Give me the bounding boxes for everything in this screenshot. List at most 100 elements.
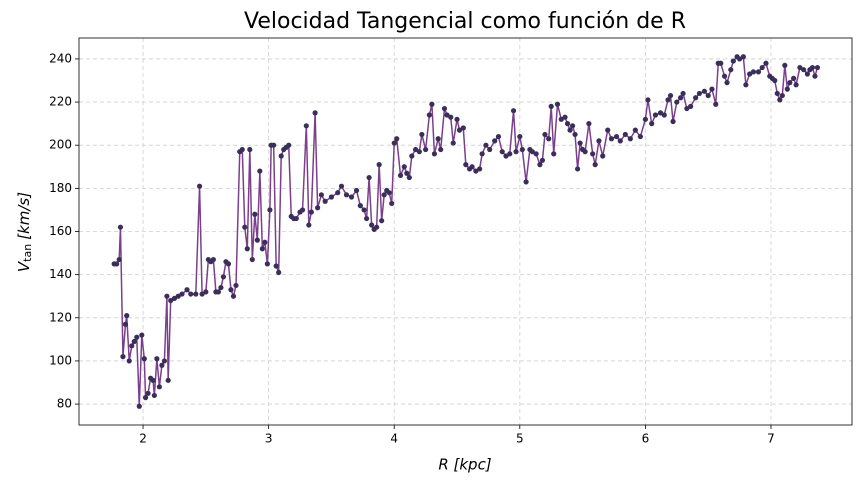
data-point xyxy=(376,162,382,168)
data-point xyxy=(242,224,248,230)
data-point xyxy=(608,136,615,142)
data-point xyxy=(622,131,628,138)
data-point xyxy=(184,287,190,293)
data-point xyxy=(401,164,407,170)
data-point xyxy=(165,377,171,383)
data-point xyxy=(156,384,162,390)
data-line xyxy=(114,55,819,407)
y-tick-label: 160 xyxy=(49,224,72,238)
data-point xyxy=(404,170,410,176)
data-point xyxy=(743,82,749,88)
data-point xyxy=(254,237,260,243)
data-point xyxy=(374,224,380,230)
data-point xyxy=(510,108,517,114)
data-point xyxy=(179,291,185,297)
y-tick-label: 100 xyxy=(49,353,72,367)
data-point xyxy=(416,149,422,155)
data-point xyxy=(787,80,793,86)
data-point xyxy=(617,138,623,144)
data-point xyxy=(605,127,611,133)
data-point xyxy=(264,261,270,267)
data-point xyxy=(499,149,505,155)
data-point xyxy=(129,343,135,349)
data-point xyxy=(366,174,372,181)
data-point xyxy=(460,125,466,131)
data-point xyxy=(322,198,328,204)
x-tick-label: 2 xyxy=(139,432,147,446)
data-point xyxy=(548,103,554,109)
data-point xyxy=(657,110,664,116)
data-point xyxy=(747,71,753,77)
data-point xyxy=(386,190,392,196)
data-point xyxy=(271,142,277,148)
data-point xyxy=(419,131,425,138)
data-point xyxy=(487,146,493,153)
data-point xyxy=(199,291,205,297)
data-point xyxy=(759,64,765,71)
data-point xyxy=(782,62,788,68)
x-tick-label: 3 xyxy=(265,432,273,446)
data-point xyxy=(797,64,803,71)
data-point xyxy=(363,215,370,222)
data-point xyxy=(774,90,780,97)
data-point xyxy=(215,289,222,295)
data-point xyxy=(804,71,811,77)
data-point xyxy=(286,142,292,148)
data-point xyxy=(145,390,151,396)
data-point xyxy=(473,168,479,174)
y-label-unit: [km/s] xyxy=(15,192,33,240)
data-point xyxy=(713,101,719,107)
data-point xyxy=(161,358,168,364)
data-point xyxy=(763,60,769,66)
data-point xyxy=(409,153,415,159)
y-label-subscript: tan xyxy=(21,244,34,262)
data-point xyxy=(517,133,523,140)
data-point xyxy=(577,140,583,146)
data-point xyxy=(196,183,203,189)
data-point xyxy=(801,67,807,73)
data-point xyxy=(273,263,279,269)
data-point xyxy=(448,114,454,120)
data-point xyxy=(252,211,258,217)
data-point xyxy=(164,293,170,299)
data-point xyxy=(812,73,818,79)
data-point xyxy=(456,127,463,133)
data-point xyxy=(276,269,282,276)
data-point xyxy=(429,101,435,107)
y-axis-label: Vtan [km/s] xyxy=(15,192,35,272)
data-point xyxy=(278,153,284,159)
data-point xyxy=(513,149,519,155)
data-point xyxy=(529,149,535,155)
data-point xyxy=(596,138,602,144)
data-point xyxy=(154,356,160,362)
data-point xyxy=(724,80,730,86)
data-point xyxy=(134,334,140,340)
data-point xyxy=(124,313,130,319)
data-point xyxy=(249,256,255,263)
data-point xyxy=(348,194,355,200)
data-point xyxy=(718,60,724,66)
plot-frame xyxy=(78,37,853,426)
data-point xyxy=(688,103,694,109)
data-point xyxy=(412,146,419,153)
data-point xyxy=(141,356,147,362)
data-point xyxy=(441,105,448,112)
data-point xyxy=(551,151,557,157)
data-point xyxy=(793,82,799,88)
data-point xyxy=(230,293,237,299)
data-point xyxy=(680,90,686,97)
x-axis-label: R [kpc] xyxy=(438,456,491,474)
data-point xyxy=(537,162,543,168)
data-point xyxy=(306,222,312,228)
data-point xyxy=(479,151,485,157)
data-point xyxy=(600,153,606,159)
data-point xyxy=(117,224,124,230)
data-point xyxy=(171,295,178,301)
data-point xyxy=(701,88,708,94)
data-point xyxy=(315,205,321,211)
data-point xyxy=(318,192,324,198)
data-point xyxy=(369,222,375,228)
data-point xyxy=(114,261,120,267)
data-point xyxy=(381,192,387,198)
